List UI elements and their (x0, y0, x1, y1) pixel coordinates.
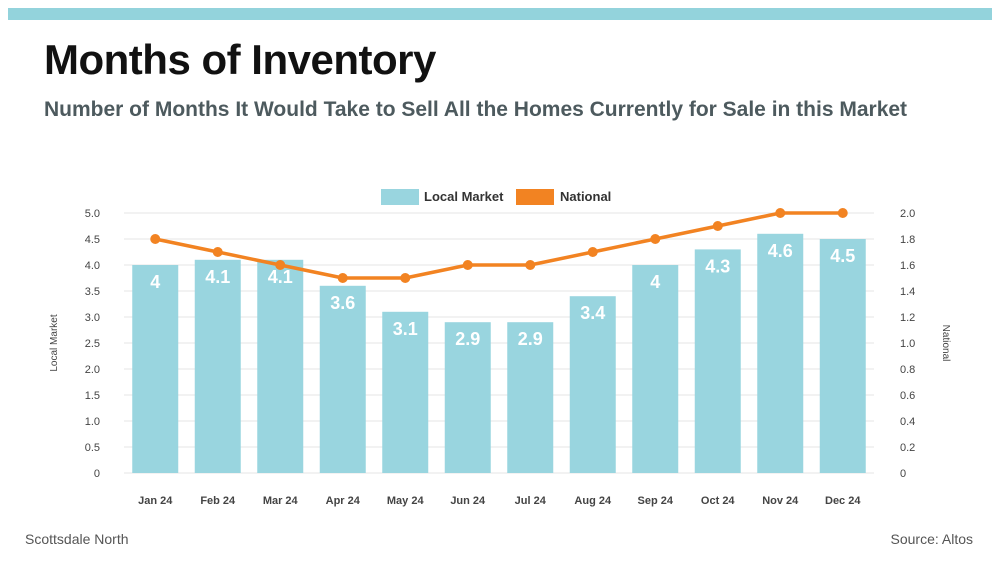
y-axis-title: Local Market (49, 314, 60, 371)
y2-tick-label: 2.0 (900, 208, 915, 220)
y2-axis-title: National (940, 325, 951, 362)
x-tick-label: Feb 24 (200, 495, 236, 507)
bar-value-label: 3.4 (580, 303, 605, 323)
national-point (837, 208, 848, 218)
x-tick-label: Aug 24 (574, 495, 612, 507)
bar (757, 233, 804, 473)
bar-value-label: 4.1 (205, 267, 230, 287)
x-tick-label: Jul 24 (515, 495, 547, 507)
bar (132, 265, 179, 473)
bar (507, 322, 554, 473)
y2-tick-label: 0 (900, 468, 906, 480)
bar-value-label: 4.1 (268, 267, 293, 287)
bar (569, 296, 616, 473)
x-tick-label: Jan 24 (138, 495, 173, 507)
y2-tick-label: 1.4 (900, 286, 915, 298)
combo-chart: 0 0.5 1.0 1.5 2.0 2.5 3.0 3.5 4.0 4.5 5.0 0 0.2 0.4 0.… (49, 189, 951, 507)
page-subtitle: Number of Months It Would Take to Sell A… (44, 98, 908, 121)
y2-tick-label: 1.2 (900, 312, 915, 324)
x-tick-label: Mar 24 (263, 495, 299, 507)
page-title: Months of Inventory (44, 36, 436, 83)
y2-tick-label: 0.4 (900, 416, 915, 428)
national-point (212, 247, 223, 257)
national-line (154, 211, 843, 280)
legend-label-local: Local Market (424, 189, 504, 204)
bar (382, 311, 429, 473)
y-tick-label: 2.5 (85, 338, 100, 350)
y2-tick-label: 0.6 (900, 390, 915, 402)
x-tick-label: May 24 (387, 495, 425, 507)
x-tick-label: Apr 24 (326, 495, 361, 507)
bar-value-label: 4 (150, 272, 160, 292)
y-tick-label: 4.5 (85, 234, 100, 246)
footer-source: Source: Altos (890, 531, 974, 547)
bar-value-label: 3.6 (330, 293, 355, 313)
x-tick-label: Jun 24 (450, 495, 486, 507)
bar (632, 265, 679, 473)
y-tick-label: 4.0 (85, 260, 100, 272)
bar (194, 259, 241, 473)
x-tick-label: Dec 24 (825, 495, 861, 507)
legend-label-national: National (560, 189, 611, 204)
y-tick-label: 3.0 (85, 312, 100, 324)
y2-tick-label: 0.2 (900, 442, 915, 454)
national-point (337, 273, 348, 283)
y-tick-label: 2.0 (85, 364, 100, 376)
y2-tick-label: 0.8 (900, 364, 915, 376)
bar-value-label: 4.3 (705, 256, 730, 276)
y-tick-label: 0.5 (85, 442, 100, 454)
y2-tick-label: 1.8 (900, 234, 915, 246)
national-point (712, 221, 723, 231)
bar-value-label: 3.1 (393, 319, 418, 339)
top-accent-bar (8, 8, 992, 20)
y-tick-label: 5.0 (85, 208, 100, 220)
legend-swatch-local (381, 189, 419, 205)
y2-tick-label: 1.0 (900, 338, 915, 350)
national-point (400, 273, 411, 283)
bar-value-label: 4 (650, 272, 660, 292)
y-tick-label: 0 (94, 468, 100, 480)
x-tick-label: Oct 24 (701, 495, 736, 507)
national-point (462, 260, 473, 270)
bar (319, 285, 366, 473)
bar-value-label: 4.5 (830, 246, 855, 266)
y-tick-label: 1.5 (85, 390, 100, 402)
x-tick-label: Nov 24 (762, 495, 799, 507)
x-tick-label: Sep 24 (638, 495, 674, 507)
bar (257, 259, 304, 473)
bar (444, 322, 491, 473)
national-point (150, 234, 161, 244)
legend-swatch-national (516, 189, 554, 205)
national-point (525, 260, 536, 270)
national-point (775, 208, 786, 218)
bar-value-label: 4.6 (768, 241, 793, 261)
national-point (587, 247, 598, 257)
footer-location: Scottsdale North (25, 531, 129, 547)
bar-value-label: 2.9 (518, 329, 543, 349)
bar (819, 239, 866, 473)
national-point (650, 234, 661, 244)
bar-value-label: 2.9 (455, 329, 480, 349)
y-tick-label: 3.5 (85, 286, 100, 298)
bar (694, 249, 741, 473)
national-point (275, 260, 286, 270)
y-tick-label: 1.0 (85, 416, 100, 428)
y2-tick-label: 1.6 (900, 260, 915, 272)
